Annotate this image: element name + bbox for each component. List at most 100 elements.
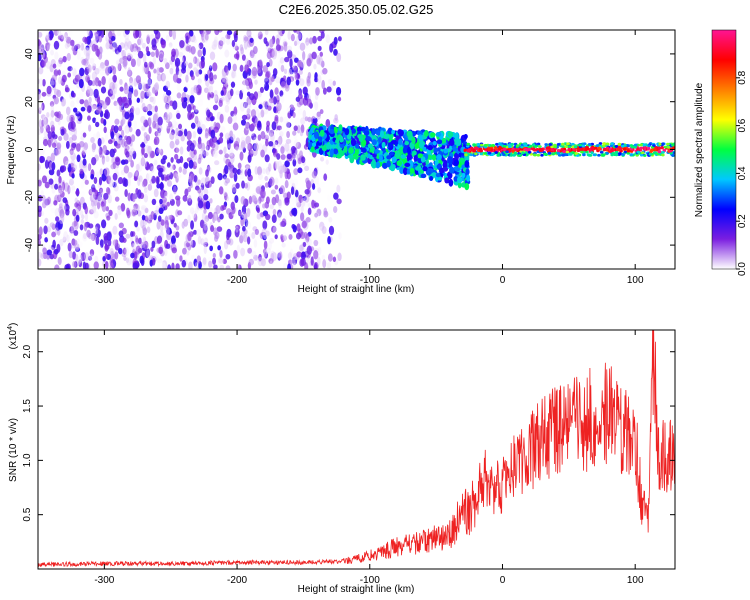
spectrogram-cell: [173, 185, 177, 195]
spectrogram-cell: [191, 254, 195, 260]
spectrogram-cell: [201, 259, 207, 267]
spectrogram-cell: [100, 86, 107, 94]
spectrogram-cell: [218, 136, 224, 144]
spectrogram-cell: [611, 151, 616, 155]
spectrogram-cell: [140, 156, 146, 167]
spectrogram-cell: [185, 74, 189, 83]
spectrogram-cell: [211, 44, 217, 50]
spectrogram-cell: [268, 129, 275, 137]
spectrogram-cell: [232, 122, 239, 131]
spectrogram-cell: [297, 157, 302, 165]
spectrogram-cell: [59, 238, 64, 247]
spectrogram-cell: [204, 33, 209, 41]
spectrogram-cell: [258, 59, 263, 67]
spectrogram-cell: [307, 207, 312, 216]
spectrogram-cell: [333, 205, 338, 214]
spectrogram-cell: [302, 196, 307, 201]
spectrogram-cell: [59, 33, 64, 40]
spectrogram-cell: [317, 246, 322, 256]
spectrogram-cell: [307, 32, 313, 39]
spectrogram-cell: [300, 251, 306, 260]
spectrogram-cell: [131, 240, 135, 248]
spectrogram-cell: [209, 245, 214, 252]
spectrogram-cell: [371, 139, 377, 146]
spectrogram-cell: [434, 159, 439, 167]
spectrogram-cell: [105, 41, 110, 50]
spectrogram-cell: [197, 235, 202, 245]
spectrogram-cell: [204, 177, 209, 185]
spectrogram-cell: [466, 142, 471, 146]
spectrogram-cell: [204, 73, 209, 81]
spectrogram-cell: [293, 168, 299, 176]
spectrogram-cell: [93, 88, 99, 99]
y-tick-label: -20: [24, 190, 35, 205]
spectrogram-cell: [136, 57, 141, 67]
spectrogram-cell: [101, 155, 105, 165]
spectrogram-cell: [167, 94, 171, 104]
spectrogram-cell: [147, 145, 152, 155]
spectrogram-cell: [383, 133, 390, 140]
spectrogram-cell: [190, 56, 196, 65]
spectrogram-cell: [573, 145, 578, 149]
spectrogram-cell: [101, 101, 108, 110]
spectrogram-y-label: Frequency (Hz): [6, 116, 17, 185]
spectrogram-cell: [44, 217, 49, 224]
spectrogram-cell: [188, 149, 195, 158]
spectrogram-cell: [109, 262, 114, 269]
spectrogram-x-label: Height of straight line (km): [298, 284, 415, 295]
spectrogram-cell: [217, 39, 224, 50]
spectrogram-cell: [275, 44, 281, 51]
spectrogram-cell: [436, 147, 441, 152]
spectrogram-cell: [51, 161, 56, 171]
spectrogram-cell: [129, 76, 133, 84]
spectrogram-cell: [158, 167, 164, 173]
spectrogram-cell: [101, 203, 107, 212]
snr-exponent-label: (x104): [7, 323, 19, 350]
spectrogram-cell: [112, 172, 118, 181]
spectrogram-cell: [102, 41, 107, 47]
spectrogram-cell: [87, 64, 92, 73]
spectrogram-cell: [163, 95, 169, 104]
spectrogram-cell: [292, 178, 298, 187]
spectrogram-cell: [150, 166, 155, 173]
spectrogram-cell: [163, 112, 169, 121]
spectrogram-cell: [165, 90, 172, 96]
spectrogram-cell: [246, 143, 251, 150]
spectrogram-cell: [402, 146, 407, 154]
spectrogram-cell: [375, 161, 381, 169]
spectrogram-cell: [62, 236, 67, 243]
spectrogram-cell: [191, 210, 197, 219]
spectrogram-cell: [422, 166, 428, 172]
spectrogram-cell: [43, 241, 47, 250]
spectrogram-cell: [420, 156, 426, 163]
spectrogram-cell: [122, 247, 127, 255]
spectrogram-cell: [320, 31, 325, 39]
spectrogram-cell: [318, 56, 324, 66]
spectrogram-cell: [203, 208, 207, 214]
spectrogram-cell: [464, 183, 470, 191]
spectrogram-cell: [39, 125, 44, 134]
spectrogram-cell: [165, 102, 170, 110]
spectrogram-cell: [325, 159, 329, 165]
spectrogram-cell: [64, 42, 70, 49]
spectrogram-cell: [160, 261, 166, 269]
spectrogram-cell: [283, 68, 288, 75]
spectrogram-cell: [254, 165, 258, 175]
spectrogram-cell: [295, 232, 302, 240]
spectrogram-cell: [475, 146, 479, 151]
spectrogram-cell: [124, 247, 130, 257]
spectrogram-cell: [171, 262, 175, 269]
spectrogram-cell: [279, 126, 286, 136]
spectrogram-cell: [204, 218, 209, 227]
spectrogram-cell: [163, 191, 168, 199]
spectrogram-cell: [91, 187, 96, 193]
spectrogram-cell: [219, 264, 225, 269]
spectrogram-cell: [145, 173, 150, 182]
spectrogram-cell: [65, 208, 70, 216]
spectrogram-cell: [256, 207, 261, 214]
spectrogram-cell: [222, 173, 227, 180]
spectrogram-cell: [86, 229, 91, 238]
spectrogram-cell: [447, 156, 453, 165]
y-tick-label: 20: [24, 96, 35, 108]
